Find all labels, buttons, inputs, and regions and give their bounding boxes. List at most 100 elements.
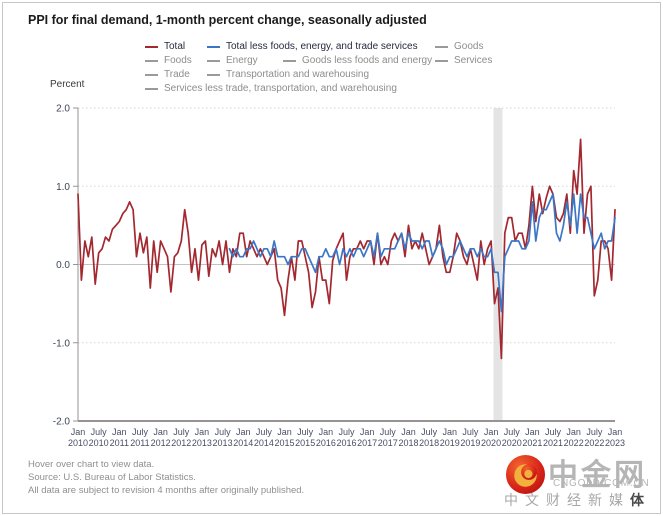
x-tick-month: July <box>215 427 232 437</box>
x-tick-month: July <box>586 427 603 437</box>
x-tick-month: July <box>91 427 108 437</box>
x-tick-month: July <box>173 427 190 437</box>
legend-line-swatch <box>207 73 220 76</box>
watermark-cn-name: 中金网 <box>548 459 647 492</box>
x-tick-month: Jan <box>443 427 458 437</box>
legend-label: Trade <box>164 69 190 80</box>
y-tick-label: -1.0 <box>53 338 71 349</box>
x-tick-year: 2018 <box>419 438 439 448</box>
source-text: Source: U.S. Bureau of Labor Statistics. <box>28 472 196 483</box>
y-tick-label: -2.0 <box>53 417 71 428</box>
x-tick-year: 2022 <box>584 438 604 448</box>
legend-label: Energy <box>226 55 258 66</box>
y-tick-label: 0.0 <box>56 260 70 271</box>
x-tick-month: July <box>338 427 355 437</box>
x-tick-year: 2020 <box>502 438 522 448</box>
x-tick-month: Jan <box>484 427 499 437</box>
x-tick-year: 2012 <box>171 438 191 448</box>
legend-item-transportation-and-warehousing[interactable]: Transportation and warehousing <box>207 68 369 81</box>
watermark-tagline: 中文财经新媒体 <box>504 492 651 508</box>
legend-label: Goods less foods and energy <box>302 55 433 66</box>
x-tick-month: Jan <box>153 427 168 437</box>
x-tick-year: 2010 <box>68 438 88 448</box>
legend-label: Services less trade, transportation, and… <box>164 83 397 94</box>
x-tick-month: July <box>545 427 562 437</box>
y-tick-label: 2.0 <box>56 104 70 115</box>
x-tick-year: 2017 <box>357 438 377 448</box>
legend-item-services[interactable]: Services <box>435 54 492 67</box>
x-tick-month: Jan <box>360 427 375 437</box>
plot-hover-area[interactable] <box>78 108 615 421</box>
legend-line-swatch <box>435 59 448 62</box>
x-tick-year: 2015 <box>295 438 315 448</box>
series-line-total-less-foods-energy-and-trade-services[interactable] <box>228 193 616 313</box>
x-tick-month: Jan <box>401 427 416 437</box>
legend-label: Goods <box>454 41 484 52</box>
legend-item-goods[interactable]: Goods <box>435 40 483 53</box>
x-tick-year: 2014 <box>233 438 253 448</box>
x-tick-month: Jan <box>195 427 210 437</box>
y-tick-label: 1.0 <box>56 182 70 193</box>
legend-item-total[interactable]: Total <box>145 40 185 53</box>
x-tick-month: Jan <box>71 427 86 437</box>
x-tick-year: 2011 <box>130 438 149 448</box>
x-tick-year: 2019 <box>460 438 480 448</box>
x-tick-year: 2012 <box>151 438 171 448</box>
legend-line-swatch <box>145 45 158 48</box>
x-tick-year: 2016 <box>336 438 356 448</box>
watermark-tagline-suffix: 体 <box>630 492 651 508</box>
x-tick-year: 2017 <box>378 438 398 448</box>
x-tick-month: Jan <box>112 427 127 437</box>
legend-label: Total less foods, energy, and trade serv… <box>226 41 418 52</box>
x-tick-month: July <box>256 427 273 437</box>
legend-label: Transportation and warehousing <box>226 69 370 80</box>
chart-legend: Total Total less foods, energy, and trade… <box>0 0 663 100</box>
x-tick-year: 2020 <box>481 438 501 448</box>
x-tick-year: 2021 <box>543 438 563 448</box>
legend-line-swatch <box>435 45 448 48</box>
x-tick-month: Jan <box>236 427 251 437</box>
x-tick-year: 2015 <box>275 438 295 448</box>
x-tick-year: 2010 <box>89 438 109 448</box>
legend-line-swatch <box>207 45 220 48</box>
x-tick-month: July <box>421 427 438 437</box>
x-tick-year: 2013 <box>192 438 212 448</box>
x-tick-year: 2011 <box>110 438 129 448</box>
x-tick-year: 2018 <box>398 438 418 448</box>
x-tick-month: Jan <box>608 427 623 437</box>
chart-title: PPI for final demand, 1-month percent ch… <box>28 13 427 27</box>
x-tick-month: July <box>297 427 314 437</box>
x-tick-year: 2022 <box>564 438 584 448</box>
legend-line-swatch <box>145 73 158 76</box>
x-tick-month: Jan <box>566 427 581 437</box>
legend-item-foods[interactable]: Foods <box>145 54 192 67</box>
x-tick-year: 2016 <box>316 438 336 448</box>
legend-line-swatch <box>283 59 296 62</box>
x-tick-month: Jan <box>277 427 292 437</box>
legend-item-services-less-trade-transportation-and-warehousing[interactable]: Services less trade, transportation, and… <box>145 82 397 95</box>
legend-item-goods-less-foods-and-energy[interactable]: Goods less foods and energy <box>283 54 432 67</box>
legend-label: Services <box>454 55 493 66</box>
hover-hint-text: Hover over chart to view data. <box>28 459 155 470</box>
revision-note-text: All data are subject to revision 4 month… <box>28 485 305 496</box>
legend-item-total-less-foods-energy-and-trade-services[interactable]: Total less foods, energy, and trade serv… <box>207 40 418 53</box>
legend-line-swatch <box>207 59 220 62</box>
x-tick-month: Jan <box>525 427 540 437</box>
x-tick-month: July <box>462 427 479 437</box>
y-axis-unit-label: Percent <box>50 79 85 90</box>
legend-item-trade[interactable]: Trade <box>145 68 190 81</box>
x-tick-year: 2013 <box>213 438 233 448</box>
x-tick-year: 2021 <box>522 438 542 448</box>
legend-line-swatch <box>145 59 158 62</box>
legend-label: Foods <box>164 55 192 66</box>
x-tick-month: July <box>132 427 149 437</box>
x-tick-month: July <box>380 427 397 437</box>
legend-label: Total <box>164 41 186 52</box>
legend-item-energy[interactable]: Energy <box>207 54 258 67</box>
x-tick-month: Jan <box>319 427 334 437</box>
cngold-logo-icon <box>505 454 546 495</box>
x-tick-year: 2023 <box>605 438 625 448</box>
